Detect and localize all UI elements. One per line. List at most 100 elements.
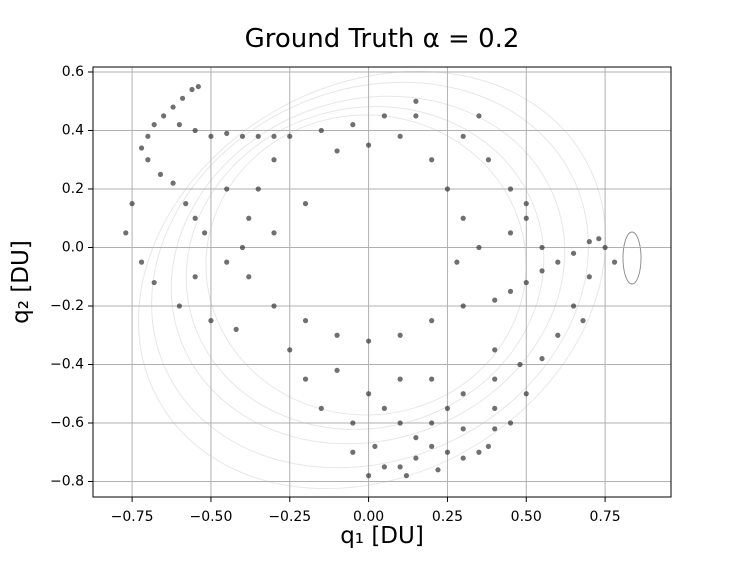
point	[403, 473, 410, 479]
point	[429, 443, 435, 449]
y-tick-label: 0.0	[62, 239, 84, 255]
x-tick-label: −0.25	[268, 509, 311, 525]
point	[413, 455, 419, 461]
point	[192, 215, 198, 221]
point	[208, 318, 214, 324]
point	[507, 288, 514, 294]
point	[507, 186, 514, 192]
point	[397, 420, 403, 426]
point	[460, 215, 466, 221]
point	[523, 201, 529, 207]
y-tick-label: −0.4	[50, 356, 84, 372]
point	[555, 259, 561, 265]
point	[429, 318, 435, 324]
point	[302, 318, 309, 324]
point	[596, 236, 602, 242]
point	[239, 133, 246, 139]
point	[492, 376, 498, 382]
point	[170, 180, 176, 186]
point	[435, 467, 441, 473]
point	[151, 122, 157, 128]
x-axis-label: q₁ [DU]	[340, 523, 424, 549]
y-tick-label: 0.2	[62, 181, 84, 197]
y-tick-label: −0.2	[50, 298, 84, 314]
point	[485, 443, 492, 449]
point	[570, 250, 577, 256]
point	[271, 303, 277, 309]
point	[271, 230, 277, 236]
y-tick-label: 0.6	[62, 64, 84, 80]
point	[555, 332, 561, 338]
point	[539, 268, 545, 274]
point	[397, 464, 403, 470]
point	[602, 244, 608, 251]
point	[485, 157, 492, 163]
point	[233, 326, 239, 332]
point	[539, 356, 545, 362]
point	[334, 332, 340, 338]
point	[381, 113, 387, 119]
point	[176, 303, 183, 309]
point	[429, 420, 435, 426]
point	[539, 244, 545, 251]
point	[492, 405, 498, 411]
point	[476, 113, 482, 119]
point	[138, 259, 145, 265]
point	[570, 303, 577, 309]
point	[302, 201, 309, 207]
point	[492, 426, 498, 432]
plot-frame	[92, 66, 672, 498]
point	[365, 473, 372, 479]
chart-title: Ground Truth α = 0.2	[245, 24, 520, 54]
point	[507, 420, 514, 426]
point	[138, 145, 145, 151]
point	[397, 133, 403, 139]
point	[224, 130, 230, 137]
point	[151, 279, 157, 286]
point	[460, 391, 466, 397]
point	[224, 259, 230, 265]
point	[208, 133, 214, 139]
x-tick-label: 0.75	[590, 509, 621, 525]
point	[176, 122, 183, 128]
point	[365, 391, 372, 397]
point	[123, 230, 129, 236]
point	[302, 376, 309, 382]
point	[365, 338, 372, 344]
point	[381, 464, 387, 470]
point	[413, 435, 419, 441]
point	[334, 148, 340, 154]
point	[397, 332, 403, 338]
point	[183, 201, 189, 207]
point	[372, 443, 378, 449]
point	[350, 449, 356, 455]
point	[444, 186, 451, 192]
point	[460, 133, 466, 139]
point	[350, 122, 356, 128]
point	[192, 127, 198, 134]
point	[195, 83, 201, 90]
point	[246, 274, 252, 280]
point	[476, 449, 482, 455]
point	[580, 318, 586, 324]
point	[239, 244, 246, 251]
point	[429, 376, 435, 382]
point	[202, 230, 208, 236]
point	[365, 142, 372, 148]
x-tick-label: 0.25	[432, 509, 463, 525]
point	[507, 230, 514, 236]
point	[429, 157, 435, 163]
point	[517, 361, 523, 368]
point	[271, 157, 277, 163]
point	[413, 98, 419, 104]
point	[586, 239, 592, 245]
x-tick-label: 0.00	[353, 509, 384, 525]
point	[586, 274, 592, 280]
point	[179, 95, 186, 101]
y-axis-label: q₂ [DU]	[8, 240, 34, 324]
point	[444, 405, 451, 411]
point	[492, 297, 498, 303]
point	[287, 347, 293, 353]
point	[492, 347, 498, 353]
point	[611, 259, 618, 265]
